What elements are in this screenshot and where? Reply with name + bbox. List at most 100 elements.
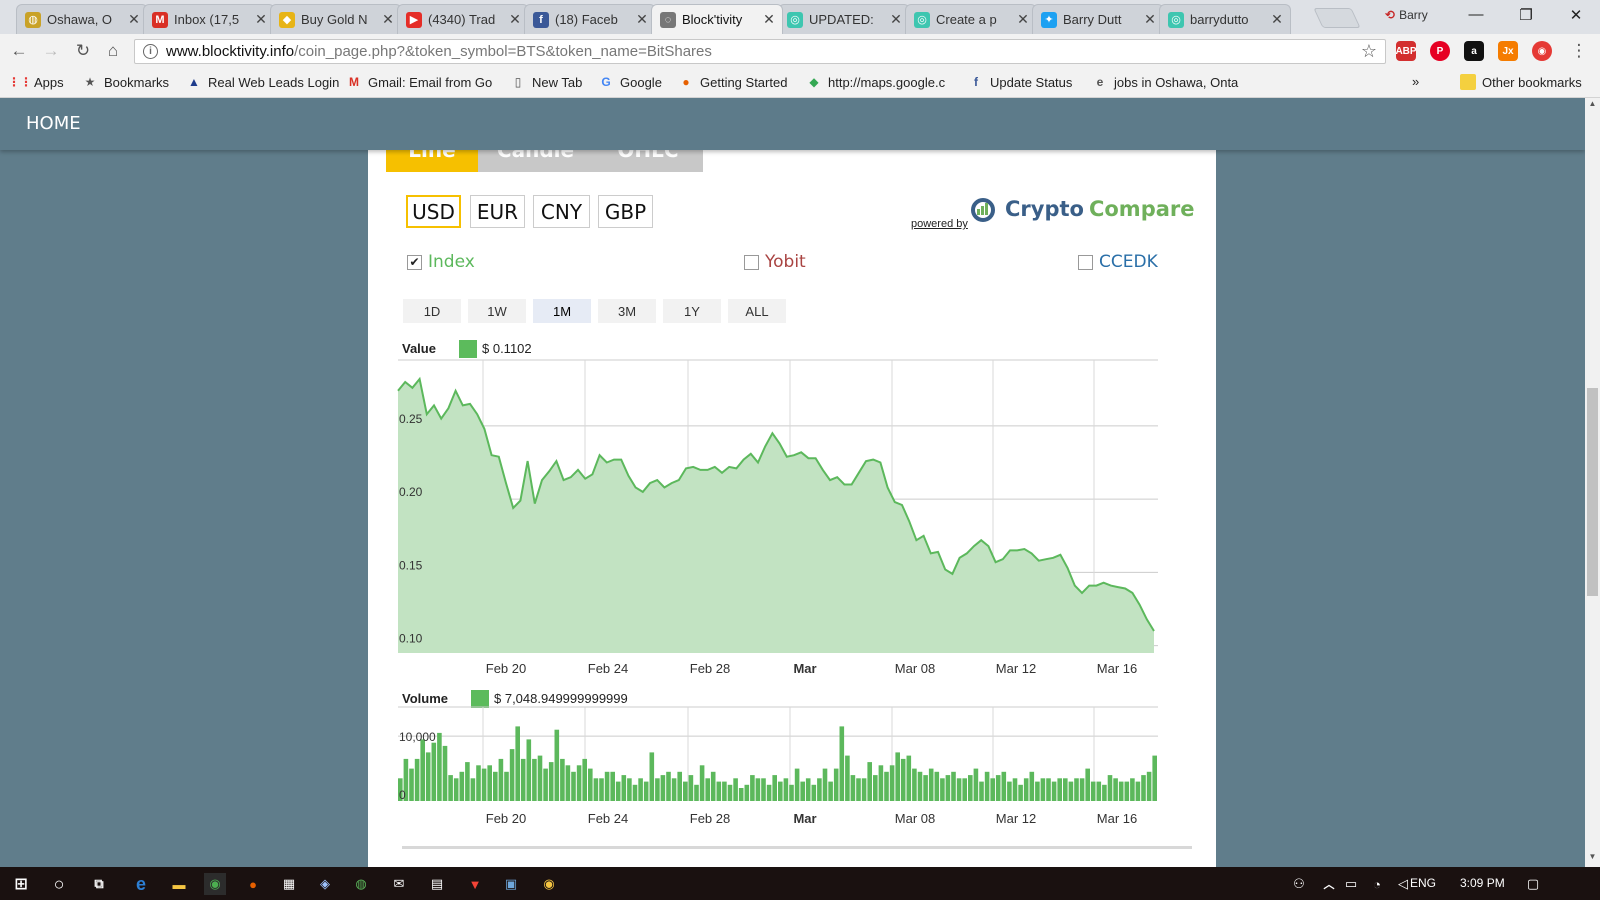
action-center-icon[interactable]: ▢ [1526,876,1540,891]
site-info-icon[interactable]: i [143,44,158,59]
currency-cny-button[interactable]: CNY [533,195,590,228]
browser-tab[interactable]: ◎ UPDATED: ✕ [778,4,910,34]
amazon-icon[interactable]: a [1464,41,1484,61]
photos-app-icon[interactable]: ◈ [320,876,330,891]
bookmark-item[interactable]: ⋮⋮ Apps [8,74,64,90]
windows-start-icon[interactable]: ⊞ [14,876,28,893]
home-icon[interactable]: ⌂ [107,41,119,60]
volume-bar [856,778,861,801]
exchange-yobit-checkbox[interactable]: Yobit [744,252,806,272]
mail-app-icon[interactable]: ✉ [393,876,405,891]
scroll-thumb[interactable] [1587,388,1598,596]
browser-tab[interactable]: ◆ Buy Gold N ✕ [270,4,402,34]
scroll-up-arrow-icon[interactable]: ▲ [1588,99,1597,108]
chrome-canary-icon[interactable]: ◉ [543,876,555,891]
close-window-icon[interactable]: ✕ [1569,7,1583,24]
profile-button[interactable]: ⟲ Barry [1385,8,1428,22]
file-explorer-icon[interactable]: ▬ [172,876,186,892]
powered-by-link[interactable]: powered by [911,218,968,230]
bookmark-item[interactable]: ▲ Real Web Leads Login [186,74,339,90]
wifi-icon[interactable]: ◔ [1373,876,1381,892]
bookmark-item[interactable]: ● Getting Started [678,74,787,90]
bookmark-item[interactable]: M Gmail: Email from Go [346,74,492,90]
other-bookmarks[interactable]: Other bookmarks [1460,74,1582,90]
browser-tab[interactable]: f (18) Faceb ✕ [524,4,656,34]
bookmarks-overflow[interactable]: » [1412,74,1419,89]
tab-close-icon[interactable]: ✕ [1017,11,1029,27]
range-1d-button[interactable]: 1D [403,299,461,323]
firefox-taskbar-icon[interactable]: ● [249,876,257,892]
tab-close-icon[interactable]: ✕ [128,11,140,27]
pinterest-icon[interactable]: P [1430,41,1450,61]
tab-close-icon[interactable]: ✕ [636,11,648,27]
exchange-ccedk-checkbox[interactable]: CCEDK [1078,252,1158,272]
app-tile-icon[interactable]: ▣ [504,876,518,891]
tab-close-icon[interactable]: ✕ [1271,11,1283,27]
calendar-app-icon[interactable]: ▦ [282,876,296,891]
cryptocompare-logo[interactable]: Crypto Compare [969,196,1195,222]
people-icon[interactable]: ⚇ [1293,876,1305,891]
brave-browser-icon[interactable]: ▼ [468,876,482,892]
address-bar[interactable]: i www.blocktivity.info/coin_page.php?&to… [134,39,1386,64]
volume-icon[interactable]: ◁ [1398,876,1408,891]
tab-close-icon[interactable]: ✕ [382,11,394,27]
bookmark-item[interactable]: G Google [598,74,662,90]
new-tab-button[interactable] [1313,8,1361,28]
restore-icon[interactable]: ❐ [1519,7,1533,24]
bookmark-item[interactable]: f Update Status [968,74,1072,90]
value-chart[interactable]: 0.10 0.15 0.20 0.25 Feb 20 Feb 24 Feb 28 Mar Mar… [368,353,1216,688]
range-1y-button[interactable]: 1Y [663,299,721,323]
browser-tab[interactable]: ✦ Barry Dutt ✕ [1032,4,1164,34]
browser-tab[interactable]: ◎ barrydutto ✕ [1159,4,1291,34]
menu-kebab-icon[interactable]: ⋮ [1570,41,1588,60]
cortana-search-icon[interactable]: ○ [53,873,65,894]
tab-title: Inbox (17,5 [174,12,240,27]
nav-home-link[interactable]: HOME [26,113,81,134]
volume-chart[interactable]: 0 10,000 Feb 20 Feb 24 Feb 28 Mar Mar 08 Mar 12… [368,703,1216,843]
tray-chevron-icon[interactable]: ︿ [1323,879,1335,891]
bookmark-item[interactable]: ▯ New Tab [510,74,583,90]
edge-browser-icon[interactable]: e [135,873,146,894]
browser-tab[interactable]: ◌ Block'tivity ✕ [651,4,783,34]
browser-tab[interactable]: M Inbox (17,5 ✕ [143,4,275,34]
currency-eur-button[interactable]: EUR [470,195,525,228]
adblock-icon[interactable]: ABP [1395,41,1417,61]
exchange-index-checkbox[interactable]: ✔ Index [407,252,475,272]
battery-icon[interactable]: ▭ [1344,876,1358,891]
browser-tab[interactable]: ◍ Oshawa, O ✕ [16,4,148,34]
range-all-button[interactable]: ALL [728,299,786,323]
tab-close-icon[interactable]: ✕ [1144,11,1156,27]
browser-tab[interactable]: ◎ Create a p ✕ [905,4,1037,34]
system-clock[interactable]: 3:09 PM [1460,876,1505,890]
globe-app-icon[interactable]: ◍ [355,876,367,891]
bookmark-item[interactable]: e jobs in Oshawa, Onta [1092,74,1239,90]
back-arrow-icon[interactable]: ← [10,41,28,60]
reload-icon[interactable]: ↻ [75,41,91,60]
volume-bar [627,778,632,801]
range-1w-button[interactable]: 1W [468,299,526,323]
minimize-icon[interactable]: — [1468,6,1484,23]
volume-bar [755,778,761,801]
bookmark-label: Bookmarks [104,74,170,90]
bookmark-item[interactable]: ★ Bookmarks [82,74,169,90]
bookmark-item[interactable]: ◆ http://maps.google.c [806,74,945,90]
scroll-down-arrow-icon[interactable]: ▼ [1588,852,1597,861]
range-1m-button[interactable]: 1M [533,299,591,323]
bookmark-star-icon[interactable]: ☆ [1360,41,1377,61]
calculator-icon[interactable]: ▤ [430,876,444,891]
currency-gbp-button[interactable]: GBP [598,195,653,228]
input-language[interactable]: ENG [1410,876,1437,890]
tab-close-icon[interactable]: ✕ [763,11,775,27]
tab-close-icon[interactable]: ✕ [255,11,267,27]
forward-arrow-icon[interactable]: → [42,41,60,60]
currency-usd-button[interactable]: USD [406,195,461,228]
chrome-taskbar-icon[interactable]: ◉ [204,873,226,895]
range-3m-button[interactable]: 3M [598,299,656,323]
red-extension-icon[interactable]: ◉ [1532,41,1552,61]
browser-tab[interactable]: ▶ (4340) Trad ✕ [397,4,529,34]
tab-close-icon[interactable]: ✕ [890,11,902,27]
task-view-icon[interactable]: ⧉ [94,876,104,891]
jx-extension-icon[interactable]: Jx [1498,41,1518,61]
checkbox-icon [1078,254,1093,270]
tab-close-icon[interactable]: ✕ [509,11,521,27]
